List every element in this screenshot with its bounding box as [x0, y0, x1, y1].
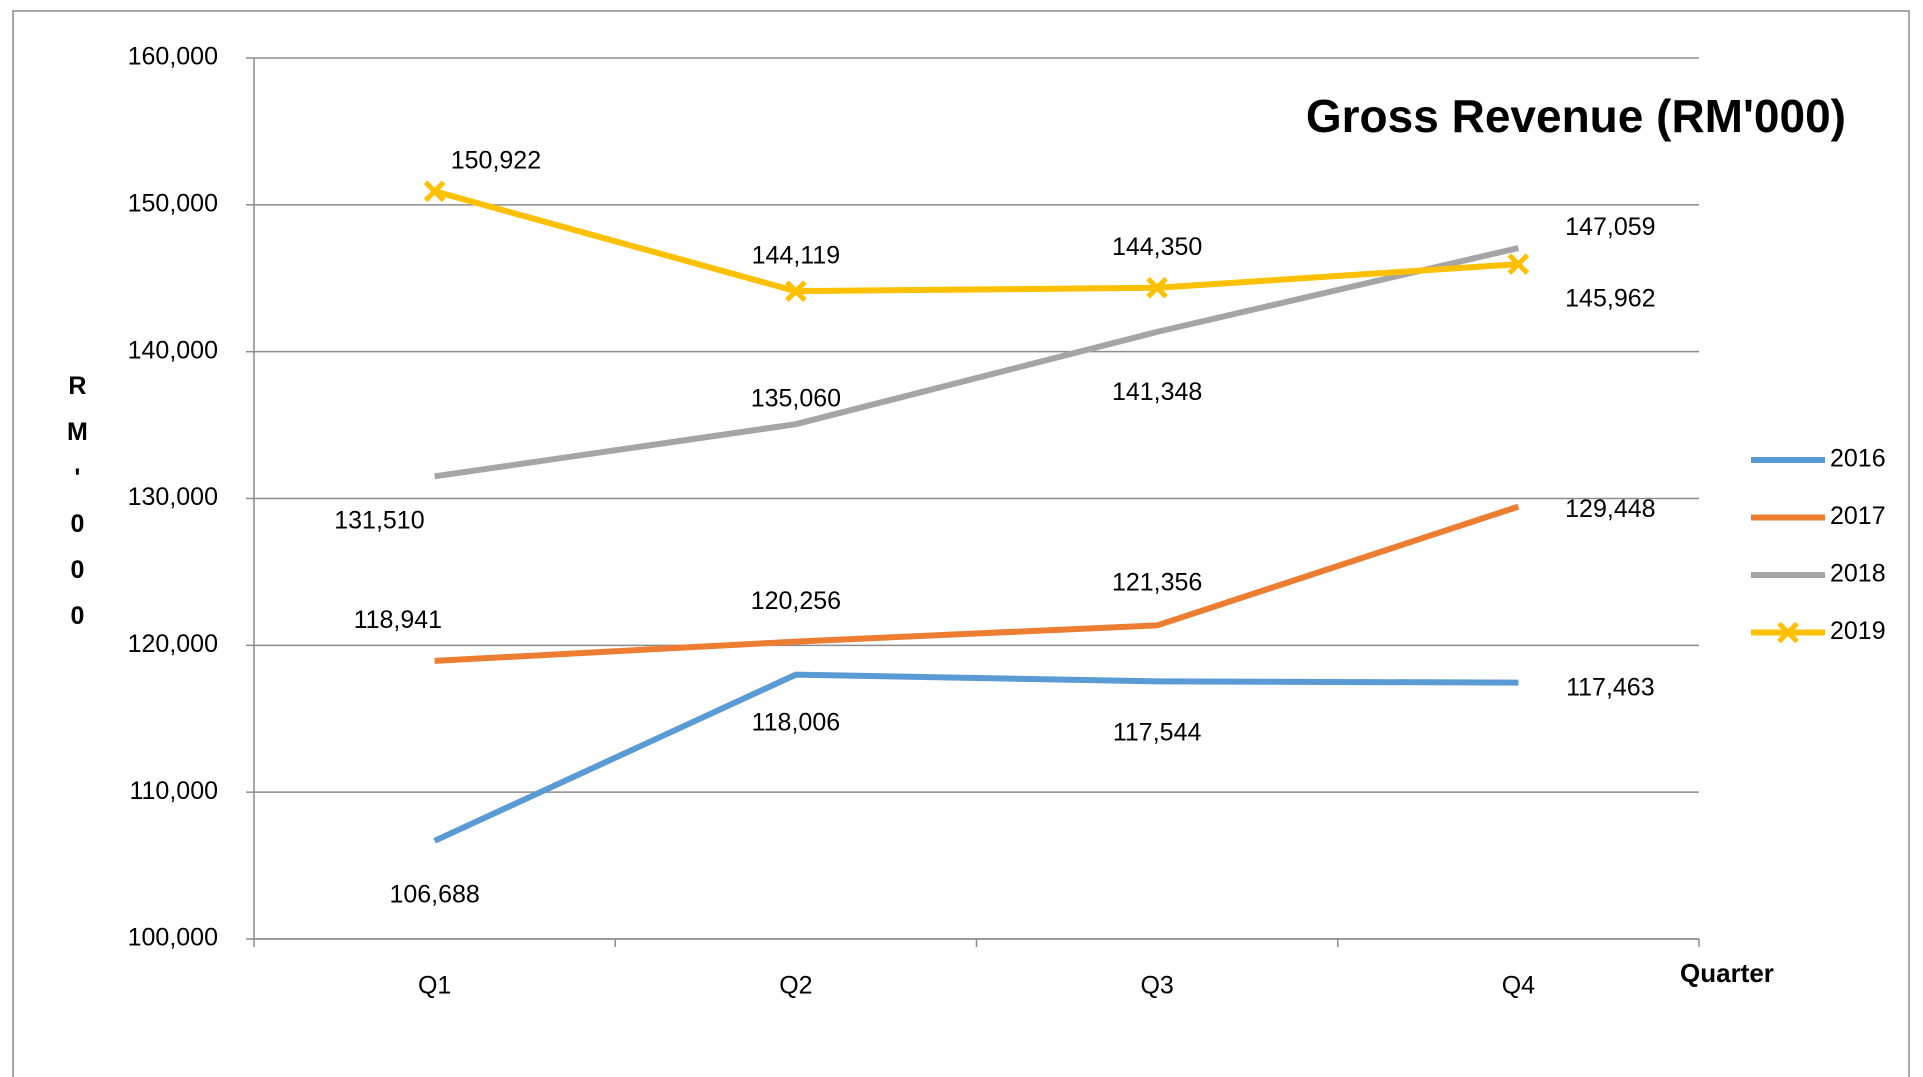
- data-label: 120,256: [751, 587, 841, 615]
- data-label: 129,448: [1565, 495, 1655, 523]
- legend-marker: [1777, 621, 1799, 644]
- x-tick-label: Q4: [1502, 972, 1535, 1000]
- x-tick-label: Q1: [418, 972, 451, 1000]
- series-marker: [785, 280, 807, 302]
- legend-label: 2018: [1830, 560, 1886, 588]
- data-label: 106,688: [389, 881, 479, 909]
- series-marker: [423, 180, 446, 203]
- data-label: 145,962: [1565, 284, 1655, 312]
- series-line: [433, 188, 1519, 295]
- series-marker: [1146, 277, 1168, 299]
- y-tick-label: 130,000: [128, 483, 218, 511]
- series-line: [434, 503, 1520, 664]
- chart-border: [12, 10, 1910, 1077]
- y-tick-label: 110,000: [129, 777, 218, 805]
- x-tick-label: Q2: [779, 972, 812, 1000]
- data-label: 135,060: [751, 384, 841, 412]
- y-tick-label: 100,000: [128, 924, 218, 952]
- y-axis-label: RM'000: [63, 372, 91, 648]
- x-axis-label: Quarter: [1680, 958, 1774, 988]
- x-tick-label: Q3: [1140, 972, 1173, 1000]
- data-label: 118,006: [752, 708, 841, 736]
- chart-title: Gross Revenue (RM'000): [1306, 90, 1846, 142]
- legend-label: 2019: [1830, 617, 1886, 645]
- y-tick-label: 150,000: [128, 189, 218, 217]
- y-tick-label: 160,000: [128, 43, 218, 71]
- data-label: 117,544: [1113, 719, 1202, 747]
- data-label: 150,922: [451, 146, 541, 174]
- y-tick-label: 120,000: [128, 630, 218, 658]
- series-line: [433, 671, 1519, 844]
- legend-label: 2017: [1830, 502, 1886, 530]
- data-label: 141,348: [1112, 378, 1202, 406]
- data-label: 147,059: [1565, 213, 1655, 241]
- series-marker: [1507, 253, 1530, 275]
- legend-label: 2016: [1830, 445, 1886, 473]
- data-label: 131,510: [334, 506, 424, 534]
- data-label: 144,350: [1112, 233, 1202, 261]
- data-label: 121,356: [1112, 568, 1202, 596]
- series-line: [434, 245, 1520, 480]
- data-label: 118,941: [354, 606, 443, 634]
- y-tick-label: 140,000: [128, 336, 218, 364]
- data-label: 117,463: [1566, 673, 1655, 701]
- data-label: 144,119: [752, 241, 841, 269]
